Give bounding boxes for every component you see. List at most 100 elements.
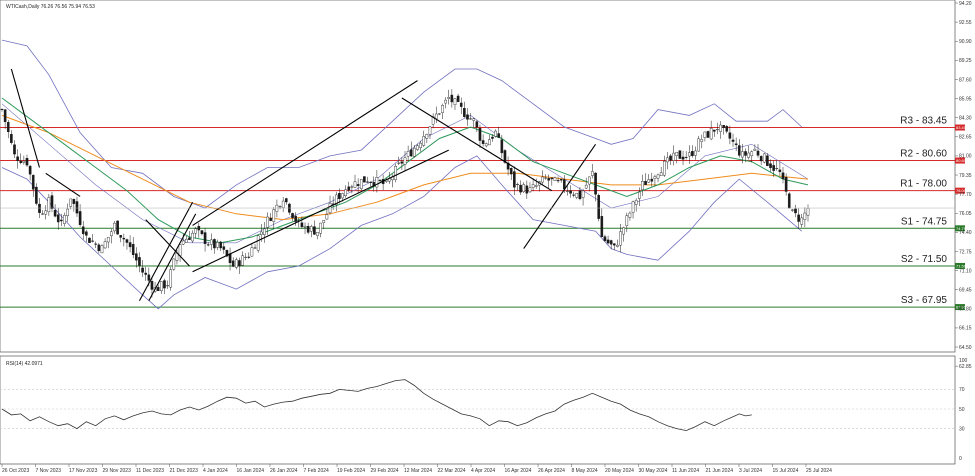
candle — [744, 148, 747, 163]
candle — [125, 238, 129, 250]
level-price-tag-text: 80.60 — [956, 158, 967, 163]
candle — [681, 150, 685, 165]
trend-line — [45, 172, 81, 197]
price-tick-label: 90.90 — [959, 39, 972, 45]
price-tick-label: 85.95 — [959, 96, 972, 102]
rsi-axis: 100 70 50 30 0 — [959, 358, 968, 462]
date-tick-label: 3 Jul 2024 — [739, 468, 762, 474]
candle — [775, 160, 779, 171]
candle — [66, 203, 69, 222]
candle — [678, 149, 682, 159]
candle — [447, 89, 451, 105]
candle — [544, 174, 547, 180]
candle — [47, 193, 51, 216]
candle — [381, 174, 385, 191]
candle — [650, 172, 654, 187]
candle — [303, 222, 307, 235]
candle — [291, 212, 294, 222]
candle — [103, 238, 107, 249]
candle — [284, 197, 288, 205]
candle — [619, 223, 622, 253]
date-tick-label: 29 Feb 2024 — [371, 468, 399, 474]
level-price-tag-text: 83.45 — [956, 125, 967, 130]
candle — [278, 205, 282, 210]
support-resistance-levels — [0, 127, 955, 308]
level-price-tag-text: 74.75 — [956, 226, 967, 231]
level-price-tag — [955, 304, 965, 311]
level-price-tag — [955, 124, 965, 131]
candle — [119, 235, 123, 243]
candle — [691, 145, 694, 158]
candle — [403, 151, 407, 171]
candle — [419, 140, 422, 152]
rsi-tick-label: 50 — [959, 407, 965, 413]
rsi-tick-label: 100 — [959, 358, 968, 364]
level-price-tag — [955, 157, 965, 164]
price-tick-label: 62.85 — [959, 364, 972, 370]
candle — [584, 177, 588, 190]
candle — [25, 154, 29, 168]
date-tick-label: 12 Mar 2024 — [404, 468, 432, 474]
candle — [613, 243, 616, 251]
candle — [484, 142, 488, 148]
moving-average-fast-line — [1, 97, 809, 244]
price-panel[interactable]: WTICash,Daily 76.26 76.56 75.94 76.53 R3… — [0, 0, 972, 370]
candle — [466, 108, 469, 126]
candle — [91, 234, 94, 243]
candle — [50, 191, 54, 213]
moving-averages — [1, 97, 809, 244]
candle — [444, 97, 447, 109]
trend-line — [401, 97, 553, 192]
candle — [194, 226, 197, 239]
bollinger-bands — [1, 39, 809, 310]
candle — [275, 199, 279, 218]
candle — [528, 182, 532, 193]
candle — [35, 183, 38, 206]
date-tick-label: 7 Nov 2023 — [36, 468, 62, 474]
candle — [428, 126, 432, 140]
candle — [372, 176, 376, 192]
candle — [647, 174, 650, 183]
candle — [10, 130, 13, 145]
date-tick-label: 4 Jan 2024 — [203, 468, 228, 474]
candle — [559, 178, 563, 183]
candle — [63, 212, 66, 227]
candle — [241, 251, 244, 266]
price-tick-label: 76.05 — [959, 211, 972, 217]
candle — [694, 146, 697, 160]
candle — [328, 195, 332, 215]
candle — [628, 211, 632, 221]
candle — [219, 240, 222, 252]
candle — [0, 108, 4, 112]
candle — [28, 164, 32, 181]
candle — [600, 208, 604, 238]
candle — [541, 170, 544, 186]
rsi-panel[interactable]: RSI(14) 42.0971 100 70 50 30 0 — [0, 355, 968, 465]
candle — [213, 238, 216, 254]
candle — [322, 220, 326, 230]
candle — [712, 129, 716, 137]
candle — [41, 210, 44, 216]
candle — [156, 284, 160, 292]
candle — [122, 233, 126, 247]
candle — [778, 161, 782, 176]
price-tick-label: 74.40 — [959, 230, 972, 236]
date-tick-label: 4 Apr 2024 — [471, 468, 495, 474]
date-tick-label: 15 Jul 2024 — [773, 468, 799, 474]
bollinger-upper-line — [1, 39, 803, 209]
candle — [235, 257, 238, 270]
candle — [456, 93, 460, 103]
candle — [13, 140, 16, 159]
candle — [16, 149, 19, 169]
date-tick-label: 16 Jan 2024 — [237, 468, 265, 474]
rsi-line — [1, 379, 752, 432]
price-axis: 94.20 92.55 90.90 89.25 87.60 85.95 84.30 82.65… — [955, 1, 972, 370]
candle — [469, 113, 472, 120]
date-tick-label: 20 May 2024 — [605, 468, 634, 474]
date-tick-label: 26 Jan 2024 — [270, 468, 298, 474]
candle — [141, 260, 144, 277]
candle — [144, 266, 148, 281]
candle — [737, 139, 741, 158]
date-tick-label: 16 Apr 2024 — [505, 468, 532, 474]
